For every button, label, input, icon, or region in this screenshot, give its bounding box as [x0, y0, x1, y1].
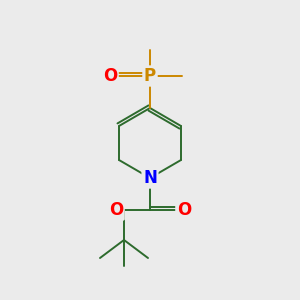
Text: O: O [109, 201, 123, 219]
Text: O: O [103, 67, 117, 85]
Text: P: P [144, 67, 156, 85]
Text: N: N [143, 169, 157, 187]
Text: O: O [177, 201, 191, 219]
